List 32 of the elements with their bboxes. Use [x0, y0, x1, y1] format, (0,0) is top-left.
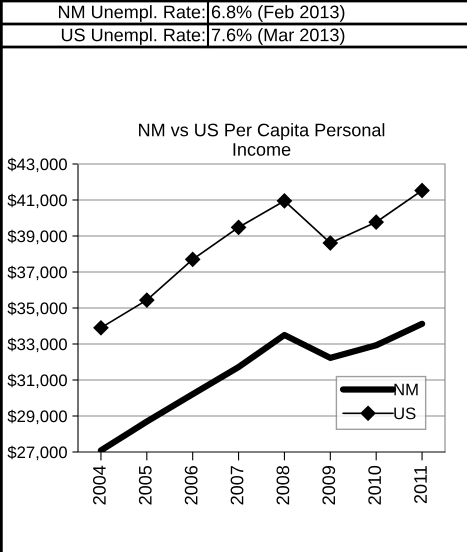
text: US Unempl. Rate:	[62, 28, 204, 45]
text: NM Unempl. Rate:	[58, 5, 204, 22]
y-tick-label: $27,000	[8, 446, 67, 460]
x-tick-label: 2010	[368, 466, 382, 504]
y-tick-label: $31,000	[8, 374, 67, 388]
point	[93, 320, 109, 336]
point	[185, 252, 200, 267]
y-tick-label: $37,000	[8, 266, 67, 280]
x-tick-label: 2011	[414, 466, 427, 504]
chart-title: NM vs US Per Capita Personal Income	[139, 123, 384, 156]
y-tick-label: $35,000	[8, 302, 67, 316]
x-tick-label: 2006	[184, 466, 198, 504]
x-tick-label: 2004	[93, 466, 106, 504]
x-tick-label: 2007	[230, 466, 244, 504]
point	[230, 220, 246, 235]
point	[276, 193, 292, 208]
y-tick-label: $41,000	[8, 194, 67, 208]
text: 6.8% (Feb 2013)	[212, 5, 344, 22]
x-tick-label: 2008	[276, 466, 290, 504]
legend-label: NM	[394, 384, 418, 396]
x-tick-label: 2005	[138, 466, 152, 504]
text: 7.6% (Mar 2013)	[212, 28, 344, 45]
y-tick-label: $33,000	[8, 338, 67, 352]
point	[139, 292, 154, 308]
point	[368, 214, 384, 230]
y-tick-label: $43,000	[8, 158, 67, 172]
point	[414, 182, 430, 198]
legend-label: US	[394, 408, 416, 420]
y-tick-label: $39,000	[8, 230, 67, 244]
point	[322, 235, 338, 251]
x-tick-label: 2009	[322, 466, 336, 504]
y-tick-label: $29,000	[8, 410, 67, 424]
